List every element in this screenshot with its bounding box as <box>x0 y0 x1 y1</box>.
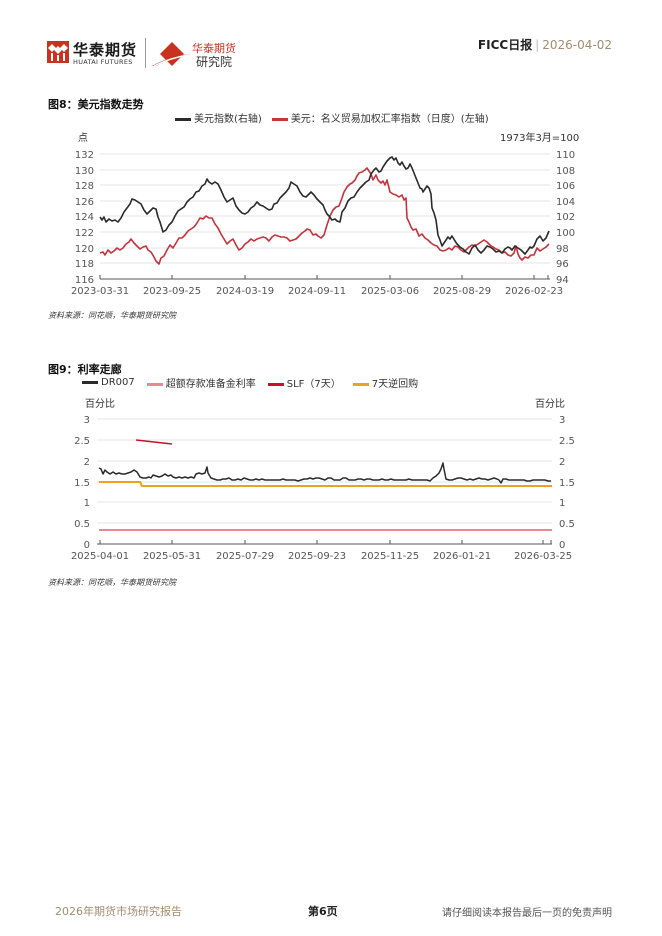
huatai-logo-mark-icon <box>47 41 69 63</box>
svg-text:124: 124 <box>75 212 94 223</box>
svg-text:2025-03-06: 2025-03-06 <box>361 286 419 297</box>
svg-text:108: 108 <box>556 166 575 177</box>
figure9-title: 图9：利率走廊 <box>48 363 122 376</box>
header-separator: | <box>535 38 540 52</box>
report-name: FICC日报 <box>477 38 533 52</box>
svg-text:104: 104 <box>556 197 575 208</box>
svg-text:0: 0 <box>84 540 90 551</box>
svg-text:1: 1 <box>84 498 90 509</box>
series-slf-line <box>135 439 173 445</box>
footer-disclaimer-note: 请仔细阅读本报告最后一页的免责声明 <box>442 908 612 919</box>
svg-text:106: 106 <box>556 181 575 192</box>
figure8-legend: 美元指数(右轴) 美元：名义贸易加权汇率指数（日度）(左轴) <box>175 110 489 125</box>
svg-text:1.5: 1.5 <box>74 478 90 489</box>
svg-text:2025-04-01: 2025-04-01 <box>71 551 129 562</box>
footer-page-number: 第6页 <box>308 905 338 918</box>
svg-text:2026-01-21: 2026-01-21 <box>433 551 491 562</box>
svg-text:94: 94 <box>556 275 569 286</box>
legend-item-dxy: 美元指数(右轴) <box>175 110 262 125</box>
figure8-title: 图8：美元指数走势 <box>48 98 144 111</box>
svg-text:1.5: 1.5 <box>559 478 575 489</box>
series-reverse-repo-line <box>99 481 552 487</box>
institute-name-line1: 华泰期货 <box>192 42 236 55</box>
legend-swatch-icon <box>175 117 191 121</box>
logo-company-name-en: HUATAI FUTURES <box>73 58 133 66</box>
figure8-right-note: 1973年3月=100 <box>500 133 580 144</box>
svg-text:2.5: 2.5 <box>559 436 575 447</box>
legend-item-dr007: DR007 <box>82 377 135 388</box>
figure8-right-axis: 110 108 106 104 102 100 98 96 94 <box>556 150 575 286</box>
svg-text:1: 1 <box>559 498 565 509</box>
logo-company-name: 华泰期货 <box>73 41 138 59</box>
figure8-gridlines <box>100 153 550 264</box>
svg-text:2: 2 <box>559 457 565 468</box>
svg-text:2025-11-25: 2025-11-25 <box>361 551 419 562</box>
svg-text:116: 116 <box>75 275 94 286</box>
figure9-gridlines <box>97 418 552 524</box>
legend-swatch-icon <box>352 382 369 386</box>
report-date: 2026-04-02 <box>542 38 612 52</box>
figure9-x-ticks: 2025-04-01 2025-05-31 2025-07-29 2025-09-23… <box>71 551 572 562</box>
svg-text:2026-02-23: 2026-02-23 <box>505 286 563 297</box>
report-header: FICC日报 | 2026-04-02 <box>478 36 612 53</box>
figure9-chart: 32.521.510.50 32.521.510.50 2025-04-01 20… <box>71 415 575 562</box>
svg-text:2025-05-31: 2025-05-31 <box>143 551 201 562</box>
legend-item-reverse-repo: 7天逆回购 <box>352 375 418 390</box>
figure8-chart: 132 130 128 126 124 122 120 118 116 110 … <box>71 150 575 297</box>
svg-text:102: 102 <box>556 212 575 223</box>
figure8-x-ticks: 2023-03-31 2023-09-25 2024-03-19 2024-09-11… <box>71 286 563 297</box>
legend-item-excess-reserve: 超额存款准备金利率 <box>146 375 256 390</box>
svg-text:2023-09-25: 2023-09-25 <box>143 286 201 297</box>
svg-text:130: 130 <box>75 166 94 177</box>
figure9-right-unit: 百分比 <box>535 399 565 410</box>
svg-text:2: 2 <box>84 457 90 468</box>
svg-text:0.5: 0.5 <box>74 519 90 530</box>
svg-text:2024-03-19: 2024-03-19 <box>216 286 274 297</box>
svg-text:0: 0 <box>559 540 565 551</box>
svg-text:98: 98 <box>556 244 569 255</box>
svg-text:3: 3 <box>559 415 565 426</box>
figure9-left-unit: 百分比 <box>85 399 115 410</box>
svg-text:128: 128 <box>75 181 94 192</box>
legend-swatch-icon <box>271 117 288 121</box>
svg-text:2.5: 2.5 <box>74 436 90 447</box>
svg-text:126: 126 <box>75 197 94 208</box>
figure9-source: 资料来源：同花顺，华泰期货研究院 <box>48 578 176 587</box>
legend-swatch-icon <box>82 380 98 384</box>
legend-item-slf: SLF（7天） <box>267 375 341 390</box>
svg-text:0.5: 0.5 <box>559 519 575 530</box>
svg-text:2025-09-23: 2025-09-23 <box>288 551 346 562</box>
svg-text:2024-09-11: 2024-09-11 <box>288 286 346 297</box>
figure9-legend: DR007 超额存款准备金利率 SLF（7天） 7天逆回购 <box>82 375 418 390</box>
legend-swatch-icon <box>267 382 284 386</box>
svg-text:2025-08-29: 2025-08-29 <box>433 286 491 297</box>
svg-text:120: 120 <box>75 244 94 255</box>
svg-text:96: 96 <box>556 259 569 270</box>
series-twi-line <box>99 167 550 265</box>
svg-text:2023-03-31: 2023-03-31 <box>71 286 129 297</box>
legend-item-twi: 美元：名义贸易加权汇率指数（日度）(左轴) <box>271 110 489 125</box>
figure9-left-axis: 3 2.5 2 1.5 1 0.5 0 <box>74 415 90 551</box>
figure8-source: 资料来源：同花顺，华泰期货研究院 <box>48 311 176 320</box>
institute-logo-icon <box>152 40 192 72</box>
figure8-left-unit: 点 <box>78 133 88 144</box>
figure9-right-axis: 3 2.5 2 1.5 1 0.5 0 <box>559 415 575 551</box>
svg-text:132: 132 <box>75 150 94 161</box>
series-dxy-line <box>99 156 550 255</box>
footer-report-title: 2026年期货市场研究报告 <box>55 905 182 918</box>
svg-text:100: 100 <box>556 228 575 239</box>
series-dr007-line <box>98 462 551 484</box>
svg-text:2026-03-25: 2026-03-25 <box>514 551 572 562</box>
svg-text:110: 110 <box>556 150 575 161</box>
svg-text:122: 122 <box>75 228 94 239</box>
legend-swatch-icon <box>146 382 163 386</box>
institute-name-line2: 研究院 <box>196 55 233 69</box>
svg-text:2025-07-29: 2025-07-29 <box>216 551 274 562</box>
svg-text:118: 118 <box>75 259 94 270</box>
logo-divider <box>145 38 146 68</box>
figure8-left-axis: 132 130 128 126 124 122 120 118 116 <box>75 150 94 286</box>
svg-text:3: 3 <box>84 415 90 426</box>
